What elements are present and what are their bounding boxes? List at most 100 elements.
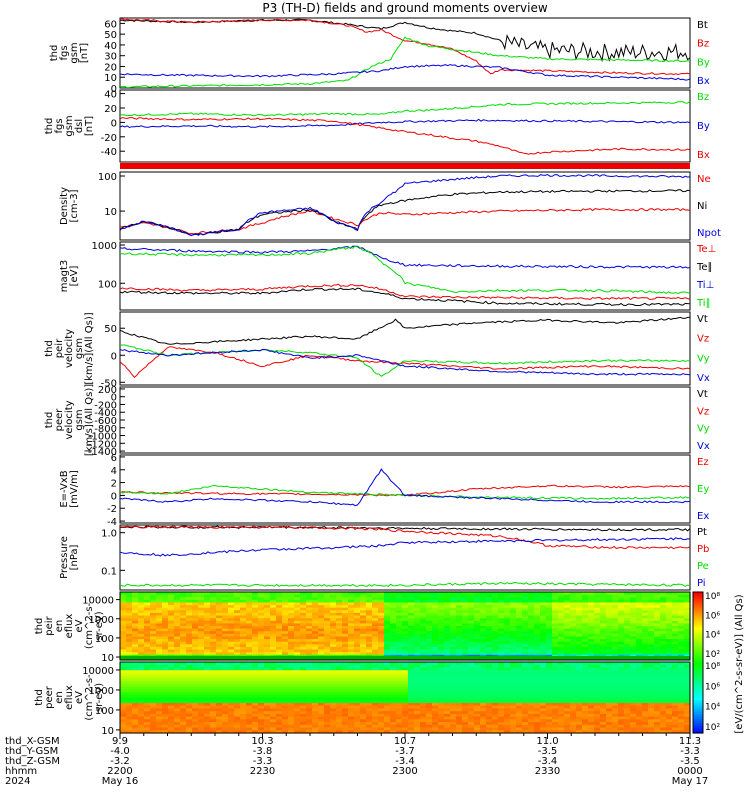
heat-cell <box>534 724 541 729</box>
heat-cell <box>426 639 433 643</box>
heat-cell <box>426 689 433 693</box>
heat-cell <box>234 605 241 609</box>
heat-cell <box>678 646 685 651</box>
heat-cell <box>396 641 403 645</box>
heat-cell <box>210 615 217 619</box>
heat-cell <box>678 620 685 624</box>
heat-cell <box>444 664 451 668</box>
heat-cell <box>552 646 559 651</box>
heat-cell <box>198 644 205 648</box>
heat-cell <box>432 652 439 656</box>
heat-cell <box>534 689 541 693</box>
heat-cell <box>270 592 277 596</box>
heat-cell <box>120 722 127 726</box>
heat-cell <box>498 644 505 648</box>
heat-cell <box>570 670 577 674</box>
heat-cell <box>432 686 439 690</box>
heat-cell <box>648 727 655 731</box>
heat-cell <box>144 610 151 614</box>
heat-cell <box>156 641 163 645</box>
heat-cell <box>348 605 355 609</box>
heat-cell <box>258 730 265 734</box>
heat-cell <box>282 670 289 674</box>
heat-cell <box>636 597 643 601</box>
heat-cell <box>666 636 673 640</box>
heat-cell <box>612 652 619 656</box>
heat-cell <box>168 599 175 603</box>
heat-cell <box>480 620 487 624</box>
heat-cell <box>570 631 577 635</box>
heat-cell <box>534 694 541 699</box>
heat-cell <box>210 697 217 701</box>
heat-cell <box>396 662 403 666</box>
heat-cell <box>528 649 535 653</box>
heat-cell <box>444 689 451 693</box>
heat-cell <box>480 692 487 696</box>
heat-cell <box>468 592 475 596</box>
heat-cell <box>426 641 433 645</box>
heat-cell <box>606 686 613 690</box>
heat-cell <box>600 730 607 734</box>
heat-cell <box>318 727 325 731</box>
heat-cell <box>402 719 409 723</box>
heat-cell <box>618 594 625 598</box>
heat-cell <box>450 636 457 640</box>
heat-cell <box>144 694 151 699</box>
heat-cell <box>150 594 157 598</box>
heat-cell <box>570 646 577 651</box>
heat-cell <box>624 705 631 709</box>
heat-cell <box>636 681 643 685</box>
heat-cell <box>618 664 625 668</box>
heat-cell <box>510 602 517 606</box>
heat-cell <box>228 631 235 635</box>
heat-cell <box>120 708 127 712</box>
heat-cell <box>390 692 397 696</box>
heat-cell <box>426 664 433 668</box>
heat-cell <box>276 719 283 723</box>
heat-cell <box>390 711 397 715</box>
heat-cell <box>618 628 625 632</box>
heat-cell <box>120 597 127 601</box>
heat-cell <box>258 700 265 704</box>
heat-cell <box>162 697 169 701</box>
heat-cell <box>270 667 277 671</box>
heat-cell <box>228 594 235 598</box>
heat-cell <box>474 713 481 718</box>
heat-cell <box>570 703 577 707</box>
heat-cell <box>264 662 271 666</box>
heat-cell <box>240 730 247 734</box>
heat-cell <box>366 675 373 679</box>
legend-Pt: Pt <box>697 527 707 538</box>
heat-cell <box>576 628 583 632</box>
heat-cell <box>240 670 247 674</box>
y-tick-label: 100 <box>95 634 114 645</box>
heat-cell <box>450 719 457 723</box>
heat-cell <box>318 633 325 637</box>
heat-cell <box>240 597 247 601</box>
heat-cell <box>276 692 283 696</box>
heat-cell <box>468 719 475 723</box>
heat-cell <box>474 675 481 679</box>
heat-cell <box>204 675 211 679</box>
heat-cell <box>300 664 307 668</box>
heat-cell <box>132 612 139 617</box>
heat-cell <box>648 667 655 671</box>
heat-cell <box>198 700 205 704</box>
heat-cell <box>414 641 421 645</box>
heat-cell <box>630 597 637 601</box>
heat-cell <box>216 639 223 643</box>
heat-cell <box>186 597 193 601</box>
heat-cell <box>432 628 439 632</box>
heat-cell <box>228 607 235 611</box>
heat-cell <box>534 612 541 617</box>
heat-cell <box>168 646 175 651</box>
heat-cell <box>462 597 469 601</box>
heat-cell <box>162 636 169 640</box>
heat-cell <box>462 700 469 704</box>
heat-cell <box>432 602 439 606</box>
heat-cell <box>264 610 271 614</box>
heat-cell <box>264 620 271 624</box>
heat-cell <box>426 599 433 603</box>
heat-cell <box>150 724 157 729</box>
heat-cell <box>666 610 673 614</box>
